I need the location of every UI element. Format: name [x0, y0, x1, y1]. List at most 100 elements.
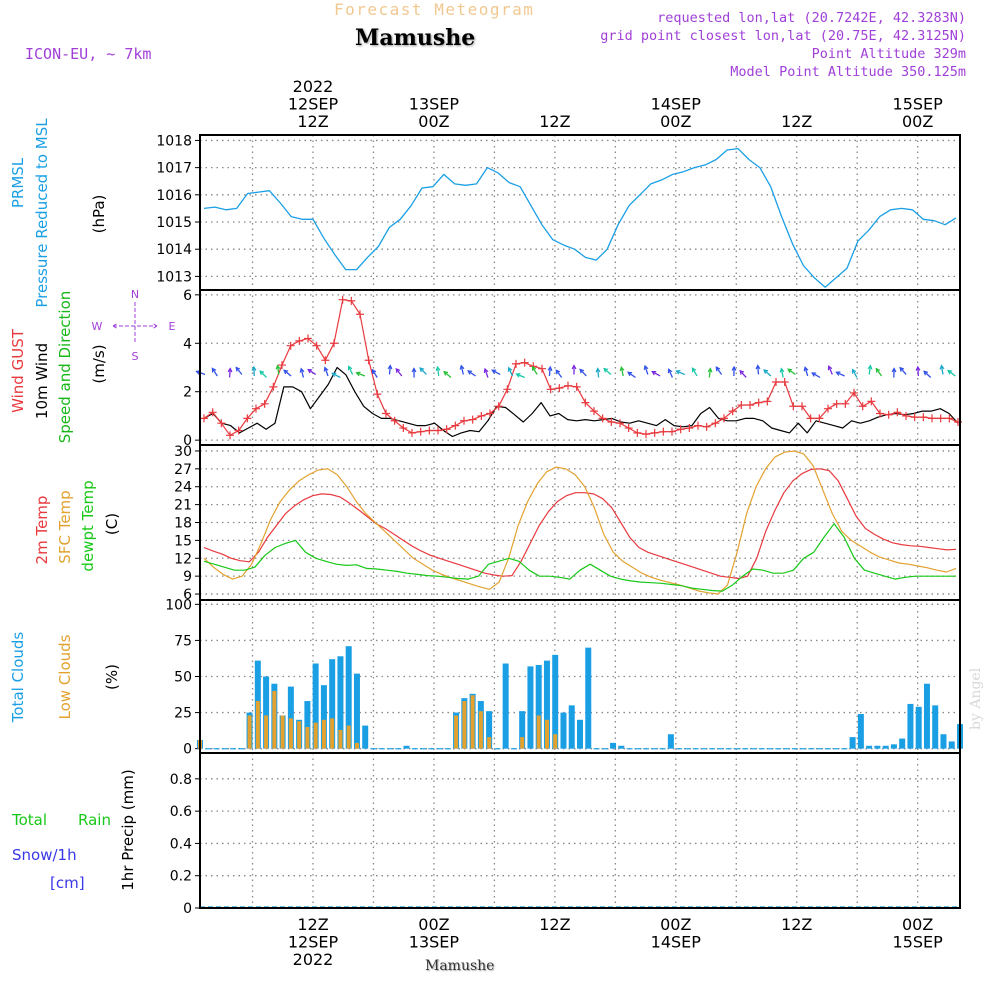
gust-marker — [312, 341, 321, 350]
y-tick-label: 6 — [183, 587, 192, 603]
wind-direction-arrowhead — [915, 365, 921, 371]
low-clouds-label: Low Clouds — [56, 634, 74, 719]
wind-direction-arrow — [436, 366, 440, 377]
wind-direction-arrowhead — [827, 365, 833, 371]
total-clouds-bar — [205, 748, 212, 750]
gust-marker — [702, 422, 711, 431]
total-clouds-bar — [213, 748, 220, 750]
wind-direction-arrow — [804, 367, 809, 377]
wind-direction-arrow — [460, 365, 464, 375]
wind-direction-arrowhead — [235, 366, 241, 372]
total-clouds-bar — [502, 663, 509, 749]
grid-point-coords: grid point closest lon,lat (20.75E, 42.3… — [600, 28, 966, 44]
total-clouds-bar — [882, 745, 889, 749]
gust-marker — [858, 402, 867, 411]
wind-direction-arrow — [371, 369, 378, 378]
total-clouds-bar — [312, 663, 319, 749]
top-time-label: 2022 — [293, 77, 334, 96]
gust-marker — [399, 424, 408, 433]
y-tick-label: 0.4 — [170, 836, 192, 852]
gust-marker — [815, 414, 824, 423]
low-clouds-bar — [313, 722, 318, 749]
model-label: ICON-EU, ~ 7km — [25, 45, 152, 63]
wind-direction-arrowhead — [627, 371, 633, 377]
snow-unit: [cm] — [50, 874, 85, 892]
compass-w: W — [92, 320, 103, 333]
total-clouds-bar — [717, 748, 724, 750]
wind-direction-arrow — [443, 371, 452, 378]
wind-direction-arrowhead — [507, 366, 513, 372]
wind-direction-arrow — [923, 370, 932, 378]
gust-marker — [832, 399, 841, 408]
wind-direction-arrowhead — [923, 370, 929, 376]
gust-marker — [555, 384, 564, 393]
temp-2m-label: 2m Temp — [33, 496, 51, 565]
precip-unit: 1hr Precip (mm) — [119, 769, 137, 890]
total-clouds-bar — [370, 748, 377, 750]
gust-marker — [200, 414, 208, 423]
y-tick-label: 9 — [183, 569, 192, 585]
wind-direction-arrow — [787, 368, 796, 376]
gust-marker — [711, 419, 720, 428]
wind-direction-arrowhead — [691, 367, 697, 373]
gust-marker — [217, 419, 226, 428]
gust-marker — [278, 361, 286, 370]
y-tick-label: 0.6 — [170, 804, 192, 820]
wind-direction-arrow — [868, 365, 872, 375]
gust-marker — [928, 414, 936, 423]
gust-marker — [668, 427, 676, 436]
y-tick-label: 75 — [174, 633, 192, 649]
total-clouds-bar — [486, 711, 493, 749]
y-tick-label: 15 — [174, 533, 192, 549]
wind-direction-arrow — [828, 365, 833, 375]
gust-marker — [382, 409, 390, 418]
total-clouds-bar — [775, 748, 782, 750]
gust-marker — [494, 402, 503, 411]
wind-direction-arrowhead — [443, 370, 449, 376]
wind-direction-arrowhead — [731, 365, 737, 371]
gust-marker — [910, 413, 919, 422]
y-tick-label: 1014 — [156, 242, 192, 258]
total-clouds-bar — [395, 748, 402, 750]
wind-10m-label: 10m Wind — [33, 343, 51, 419]
y-tick-label: 4 — [183, 336, 192, 352]
total-clouds-bar — [527, 666, 534, 749]
total-clouds-bar — [618, 745, 625, 749]
bottom-time-label: 00Z — [902, 915, 933, 934]
gust-marker — [616, 419, 624, 428]
gust-marker — [546, 385, 555, 394]
total-clouds-bar — [568, 705, 575, 749]
gust-marker — [945, 414, 954, 423]
gust-marker — [650, 428, 659, 437]
rain-total-label: Total — [11, 811, 47, 829]
gust-marker — [850, 388, 858, 397]
wind-direction-arrowhead — [803, 366, 809, 372]
wind-direction-arrow — [211, 368, 218, 377]
bottom-time-label: 12Z — [297, 915, 328, 934]
temp-sfc-label: SFC Temp — [56, 490, 74, 563]
footer-station: Mamushe — [425, 958, 495, 974]
wind-direction-arrow — [484, 368, 489, 378]
total-clouds-bar — [601, 748, 608, 750]
total-clouds-bar — [411, 748, 418, 750]
gust-marker — [520, 358, 529, 367]
total-clouds-bar — [543, 660, 550, 749]
gust-marker — [642, 430, 650, 439]
wind-direction-arrowhead — [899, 366, 905, 372]
total-clouds-bar — [643, 748, 650, 750]
wind-direction-arrowhead — [707, 367, 713, 373]
total-clouds-bar — [519, 711, 526, 749]
wind-unit: (m/s) — [90, 344, 108, 383]
total-clouds-bar — [353, 673, 360, 749]
bottom-time-label: 12Z — [539, 915, 570, 934]
gust-marker — [260, 399, 269, 408]
total-clouds-bar — [791, 748, 798, 750]
low-clouds-bar — [354, 742, 359, 749]
wind-direction-arrowhead — [675, 369, 681, 375]
wind-direction-arrowhead — [619, 365, 625, 372]
total-clouds-bar — [420, 748, 427, 750]
gust-marker — [676, 425, 685, 434]
gust-marker — [746, 401, 754, 410]
low-clouds-bar — [470, 695, 475, 749]
